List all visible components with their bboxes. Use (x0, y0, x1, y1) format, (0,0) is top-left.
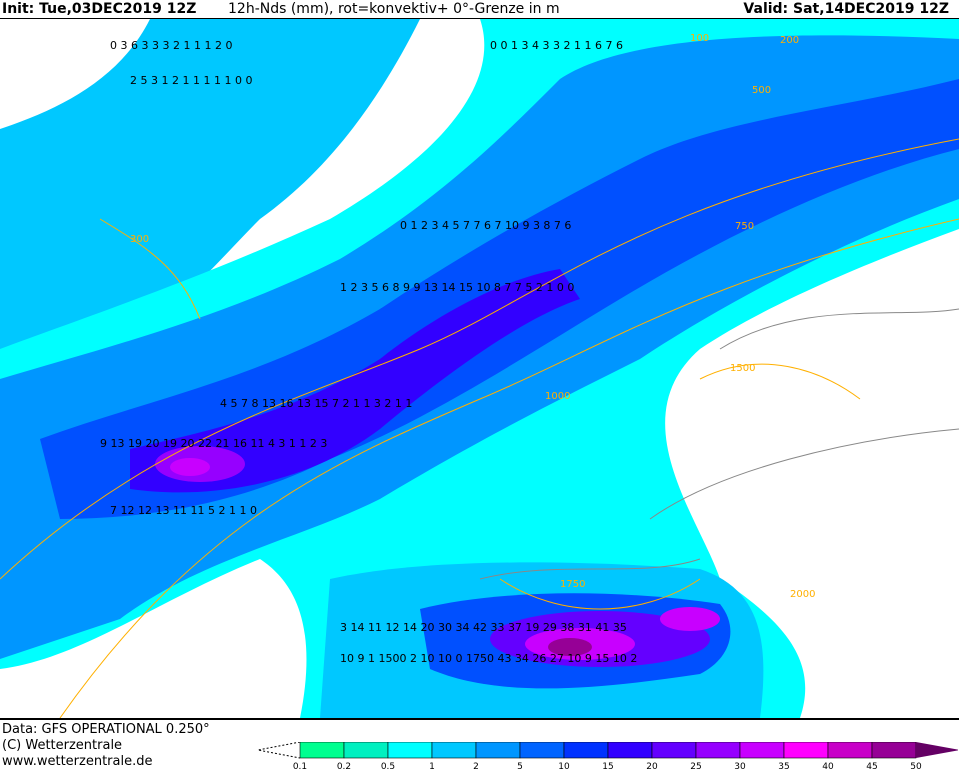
legend-tick-label: 35 (778, 762, 790, 772)
color-legend: 0.1 0.2 0.5 1 2 5 10 15 20 25 30 35 40 45 50 (257, 741, 959, 782)
contour-label: 1750 (560, 579, 585, 590)
legend-swatch (299, 741, 345, 759)
contour-label: 750 (735, 221, 754, 232)
land-outline (479, 308, 959, 580)
map-canvas: 100 200 300 500 750 1000 1500 1750 2000 … (0, 19, 959, 719)
contour-label: 500 (752, 85, 771, 96)
legend-swatch (343, 741, 389, 759)
legend-swatch (475, 741, 521, 759)
grid-values: 3 14 11 12 14 20 30 34 42 33 37 19 29 38… (340, 621, 627, 634)
precip-area-light (0, 19, 420, 349)
grid-values: 1 2 3 5 6 8 9 9 13 14 15 10 8 7 7 5 2 1 … (340, 281, 574, 294)
precip-area-core (130, 269, 580, 493)
legend-swatch (651, 741, 697, 759)
legend-tick-label: 0.1 (292, 762, 308, 772)
contour-label: 1500 (730, 363, 755, 374)
grid-values: 9 13 19 20 19 20 22 21 16 11 4 3 1 1 2 3 (100, 437, 327, 450)
grid-values: 4 5 7 8 13 16 13 15 7 2 1 1 3 2 1 1 (220, 397, 412, 410)
legend-tick-label: 2 (473, 762, 479, 772)
grid-values: 2 5 3 1 2 1 1 1 1 1 0 0 (130, 74, 252, 87)
legend-swatch (871, 741, 917, 759)
legend-tick-label: 0.2 (336, 762, 352, 772)
grid-values: 10 9 1 1500 2 10 10 0 1750 43 34 26 27 1… (340, 652, 637, 665)
legend-swatch (783, 741, 829, 759)
legend-swatch (563, 741, 609, 759)
init-time: Init: Tue,03DEC2019 12Z (2, 1, 197, 17)
legend-swatch (519, 741, 565, 759)
grid-values: 0 1 2 3 4 5 7 7 6 7 10 9 3 8 7 6 (400, 219, 571, 232)
precip-max-south (548, 638, 592, 656)
grid-values: 7 12 12 13 11 11 5 2 1 1 0 (110, 504, 257, 517)
legend-tick-label: 30 (734, 762, 746, 772)
map-title: 12h-Nds (mm), rot=konvektiv+ 0°-Grenze i… (228, 1, 560, 17)
map-footer: Data: GFS OPERATIONAL 0.250° (C) Wetterz… (0, 722, 959, 772)
legend-tick-label: 10 (558, 762, 570, 772)
precipitation-map: 100 200 300 500 750 1000 1500 1750 2000 … (0, 18, 959, 720)
legend-tick-label: 25 (690, 762, 702, 772)
copyright: (C) Wetterzentrale (2, 738, 123, 753)
legend-tick-label: 15 (602, 762, 614, 772)
legend-swatch (607, 741, 653, 759)
legend-swatch (695, 741, 741, 759)
legend-tick-label: 45 (866, 762, 878, 772)
legend-overflow-arrow (916, 742, 959, 758)
contour-label: 200 (780, 35, 799, 46)
contour-label: 2000 (790, 589, 815, 600)
legend-swatch (827, 741, 873, 759)
precip-max (170, 458, 210, 476)
legend-tick-label: 0.5 (380, 762, 396, 772)
grid-values: 0 3 6 3 3 3 2 1 1 1 2 0 (110, 39, 232, 52)
legend-tick-label: 20 (646, 762, 658, 772)
legend-tick-label: 40 (822, 762, 834, 772)
data-source: Data: GFS OPERATIONAL 0.250° (2, 722, 210, 737)
website-link[interactable]: www.wetterzentrale.de (2, 754, 153, 769)
contour-label: 300 (130, 234, 149, 245)
legend-tick-label: 5 (517, 762, 523, 772)
legend-swatch (387, 741, 433, 759)
map-header: Init: Tue,03DEC2019 12Z 12h-Nds (mm), ro… (0, 0, 959, 18)
grid-values: 0 0 1 3 4 3 3 2 1 1 6 7 6 (490, 39, 623, 52)
legend-tick-label: 1 (429, 762, 435, 772)
contour-label: 1000 (545, 391, 570, 402)
legend-swatch (431, 741, 477, 759)
legend-bar (257, 741, 959, 759)
contour-label: 100 (690, 33, 709, 44)
legend-swatch (739, 741, 785, 759)
valid-time: Valid: Sat,14DEC2019 12Z (743, 1, 949, 17)
legend-tick-label: 50 (910, 762, 922, 772)
